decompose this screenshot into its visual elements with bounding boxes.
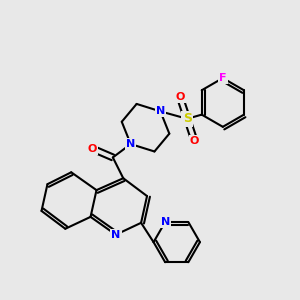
Text: N: N bbox=[111, 230, 120, 240]
Text: O: O bbox=[87, 143, 97, 154]
Text: N: N bbox=[126, 139, 135, 149]
Text: N: N bbox=[156, 106, 165, 116]
Text: F: F bbox=[219, 73, 226, 83]
Text: S: S bbox=[183, 112, 192, 125]
Text: O: O bbox=[190, 136, 199, 146]
Text: O: O bbox=[175, 92, 184, 101]
Text: N: N bbox=[160, 217, 170, 227]
